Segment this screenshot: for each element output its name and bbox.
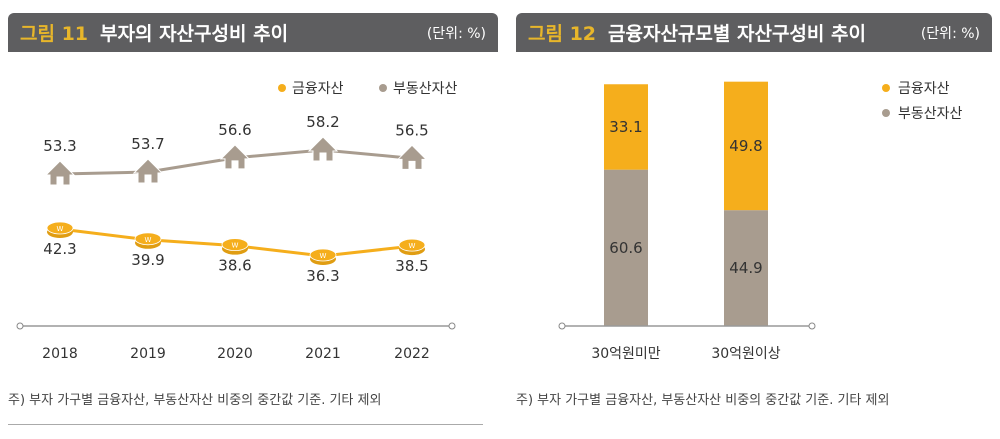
bar-financial [604,84,648,170]
bar-financial [724,81,768,211]
figure-number: 그림 11 [20,23,89,45]
data-label: 60.6 [609,239,642,257]
data-label: 39.9 [131,251,164,269]
x-tick-label: 30억원미만 [591,346,660,362]
footnote: 주) 부자 가구별 금융자산, 부동산자산 비중의 중간값 기준. 기타 제외 [516,393,890,408]
divider [8,424,483,425]
figure-number: 그림 12 [528,23,597,45]
x-tick-label: 2020 [217,346,253,362]
axis-end [16,322,24,330]
data-label: 53.3 [43,137,76,155]
legend-label: 금융자산 [292,81,344,97]
chart-title: 금융자산규모별 자산구성비 추이 [608,23,866,45]
data-label: 56.5 [395,121,428,139]
data-label: 42.3 [43,240,76,258]
chart-title: 부자의 자산구성비 추이 [100,23,289,45]
unit-label: (단위: %) [426,25,486,42]
figure-12-header: 그림 12 금융자산규모별 자산구성비 추이 (단위: %) [516,13,992,52]
coin-icon-top [221,238,249,252]
legend-dot-real-estate [882,109,890,117]
x-tick-label: 30억원이상 [711,346,780,362]
bar-real-estate [724,210,768,326]
unit-label: (단위: %) [920,25,980,42]
won-symbol: W [145,236,152,244]
data-label: 33.1 [609,118,642,136]
house-icon [396,144,428,170]
won-symbol: W [57,225,64,233]
house-icon [44,160,76,186]
data-label: 36.3 [306,267,339,285]
won-symbol: W [409,242,416,250]
bar-real-estate [604,169,648,326]
x-tick-label: 2018 [42,346,78,362]
data-label: 56.6 [218,121,251,139]
data-label: 49.8 [729,137,762,155]
data-label: 53.7 [131,135,164,153]
coin-icon-top [398,238,426,252]
x-tick-label: 2019 [130,346,166,362]
footnote: 주) 부자 가구별 금융자산, 부동산자산 비중의 중간값 기준. 기타 제외 [8,393,382,408]
data-label: 38.5 [395,257,428,275]
house-icon [219,144,251,170]
house-icon [307,136,339,162]
data-label: 44.9 [729,259,762,277]
data-label: 38.6 [218,257,251,275]
house-icon [132,158,164,184]
won-symbol: W [320,252,327,260]
axis-end [808,322,816,330]
axis-end [558,322,566,330]
coin-icon-top [46,221,74,235]
legend-dot-financial [278,84,286,92]
figure-11-header: 그림 11 부자의 자산구성비 추이 (단위: %) [8,13,498,52]
x-tick-label: 2021 [305,346,341,362]
legend-label: 금융자산 [898,81,950,97]
data-label: 58.2 [306,113,339,131]
legend-dot-real-estate [379,84,387,92]
coin-icon-top [309,248,337,262]
legend-dot-financial [882,84,890,92]
legend-label: 부동산자산 [393,81,458,97]
x-tick-label: 2022 [394,346,430,362]
axis-end [448,322,456,330]
coin-icon-top [134,232,162,246]
won-symbol: W [232,242,239,250]
legend-label: 부동산자산 [898,106,963,122]
